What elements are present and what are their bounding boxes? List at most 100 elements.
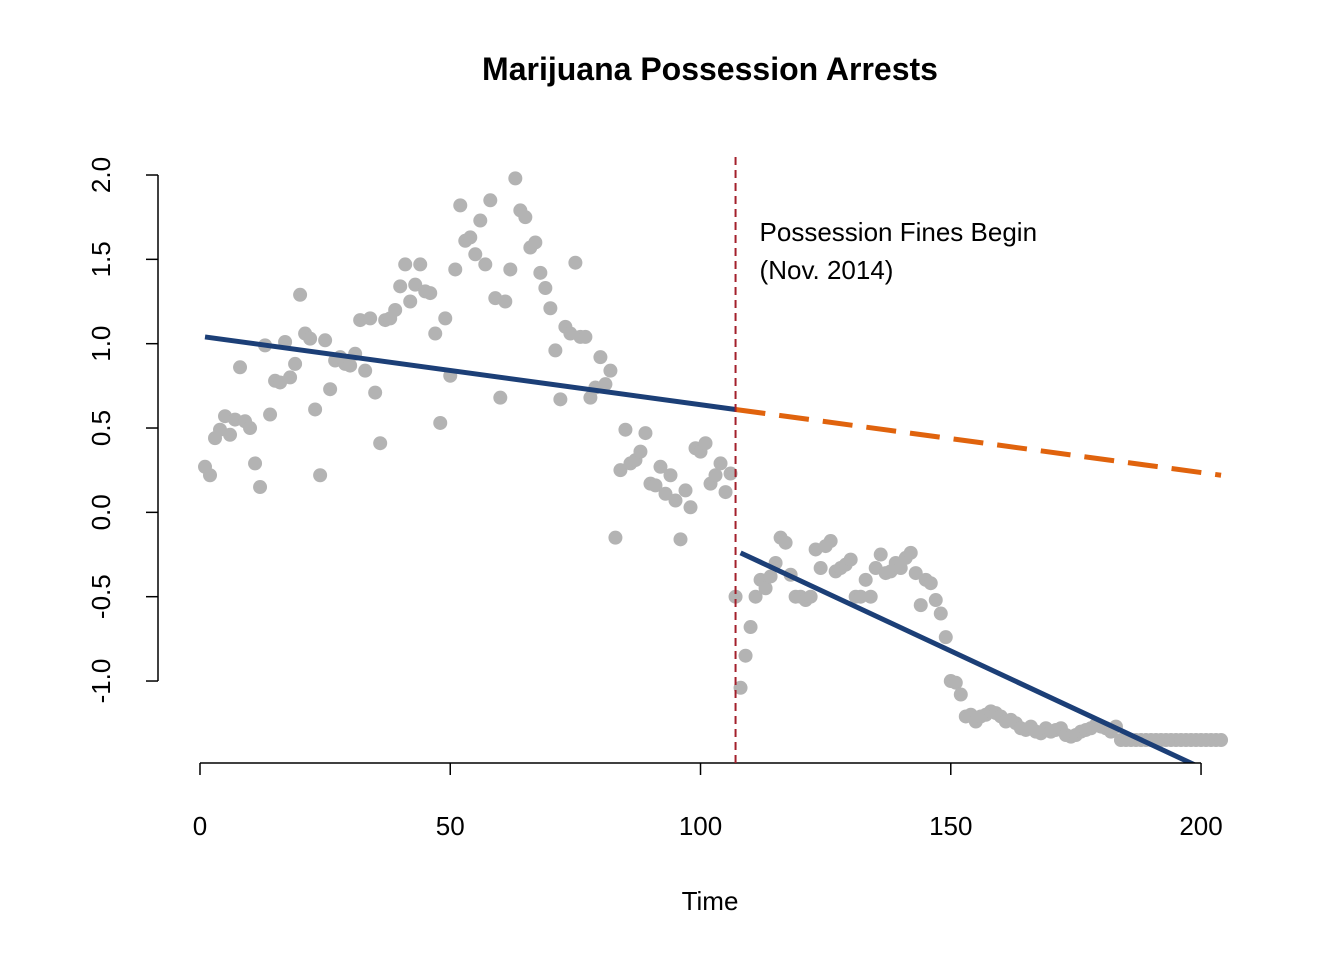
point <box>493 390 508 405</box>
point <box>363 311 378 326</box>
x-tick-label: 200 <box>1179 811 1222 841</box>
point <box>733 680 748 695</box>
y-tick-label: 1.5 <box>86 241 116 277</box>
point <box>603 363 618 378</box>
point <box>318 333 333 348</box>
y-tick-label: -1.0 <box>86 659 116 704</box>
point <box>403 294 418 309</box>
point <box>633 444 648 459</box>
point <box>618 422 633 437</box>
point <box>758 581 773 596</box>
point <box>613 463 628 478</box>
point <box>638 426 653 441</box>
point <box>713 456 728 471</box>
point <box>763 569 778 584</box>
point <box>283 370 298 385</box>
point <box>568 255 583 270</box>
x-tick-label: 50 <box>436 811 465 841</box>
trend-line <box>739 550 1197 763</box>
point <box>938 630 953 645</box>
y-tick-label: 2.0 <box>86 157 116 193</box>
point <box>913 598 928 613</box>
point <box>903 545 918 560</box>
point <box>738 648 753 663</box>
point <box>803 589 818 604</box>
point <box>438 311 453 326</box>
point <box>1214 733 1229 748</box>
point <box>728 589 743 604</box>
point <box>508 171 523 186</box>
point <box>448 262 463 277</box>
x-tick-label: 150 <box>929 811 972 841</box>
point <box>813 561 828 576</box>
point <box>593 350 608 365</box>
point <box>948 675 963 690</box>
point <box>293 287 308 302</box>
point <box>478 257 493 272</box>
point <box>503 262 518 277</box>
point <box>243 421 258 436</box>
point <box>528 235 543 250</box>
point <box>933 606 948 621</box>
trend-line <box>735 406 1222 478</box>
point <box>698 436 713 451</box>
point <box>673 532 688 547</box>
point <box>483 193 498 208</box>
annotation: (Nov. 2014) <box>760 255 894 285</box>
trend-line <box>204 334 736 412</box>
annotation: Possession Fines Begin <box>760 217 1037 247</box>
y-tick-label: 1.0 <box>86 326 116 362</box>
point <box>393 279 408 294</box>
point <box>858 572 873 587</box>
x-tick-label: 100 <box>679 811 722 841</box>
point <box>518 210 533 225</box>
point <box>473 213 488 228</box>
plot-area <box>198 171 1229 763</box>
point <box>413 257 428 272</box>
point <box>863 589 878 604</box>
point <box>358 363 373 378</box>
point <box>233 360 248 375</box>
point <box>468 247 483 262</box>
point <box>648 478 663 493</box>
point <box>548 343 563 358</box>
point <box>308 402 323 417</box>
point <box>538 281 553 296</box>
point <box>323 382 338 397</box>
x-axis-label: Time <box>682 886 739 916</box>
point <box>928 593 943 608</box>
point <box>668 493 683 508</box>
point <box>843 552 858 567</box>
point <box>678 483 693 498</box>
point <box>598 377 613 392</box>
point <box>223 427 238 442</box>
point <box>653 459 668 474</box>
point <box>498 294 513 309</box>
point <box>408 277 423 292</box>
point <box>288 356 303 371</box>
point <box>433 415 448 430</box>
point <box>683 500 698 515</box>
point <box>923 576 938 591</box>
point <box>463 230 478 245</box>
point <box>658 486 673 501</box>
point <box>708 468 723 483</box>
point <box>578 329 593 344</box>
point <box>263 407 278 422</box>
point <box>718 485 733 500</box>
point <box>908 566 923 581</box>
point <box>608 530 623 545</box>
point <box>453 198 468 213</box>
point <box>423 286 438 301</box>
point <box>203 468 218 483</box>
point <box>398 257 413 272</box>
point <box>303 331 318 346</box>
point <box>723 466 738 481</box>
point <box>748 589 763 604</box>
point <box>953 687 968 702</box>
point <box>663 468 678 483</box>
point <box>853 589 868 604</box>
x-tick-label: 0 <box>193 811 207 841</box>
point <box>533 265 548 280</box>
